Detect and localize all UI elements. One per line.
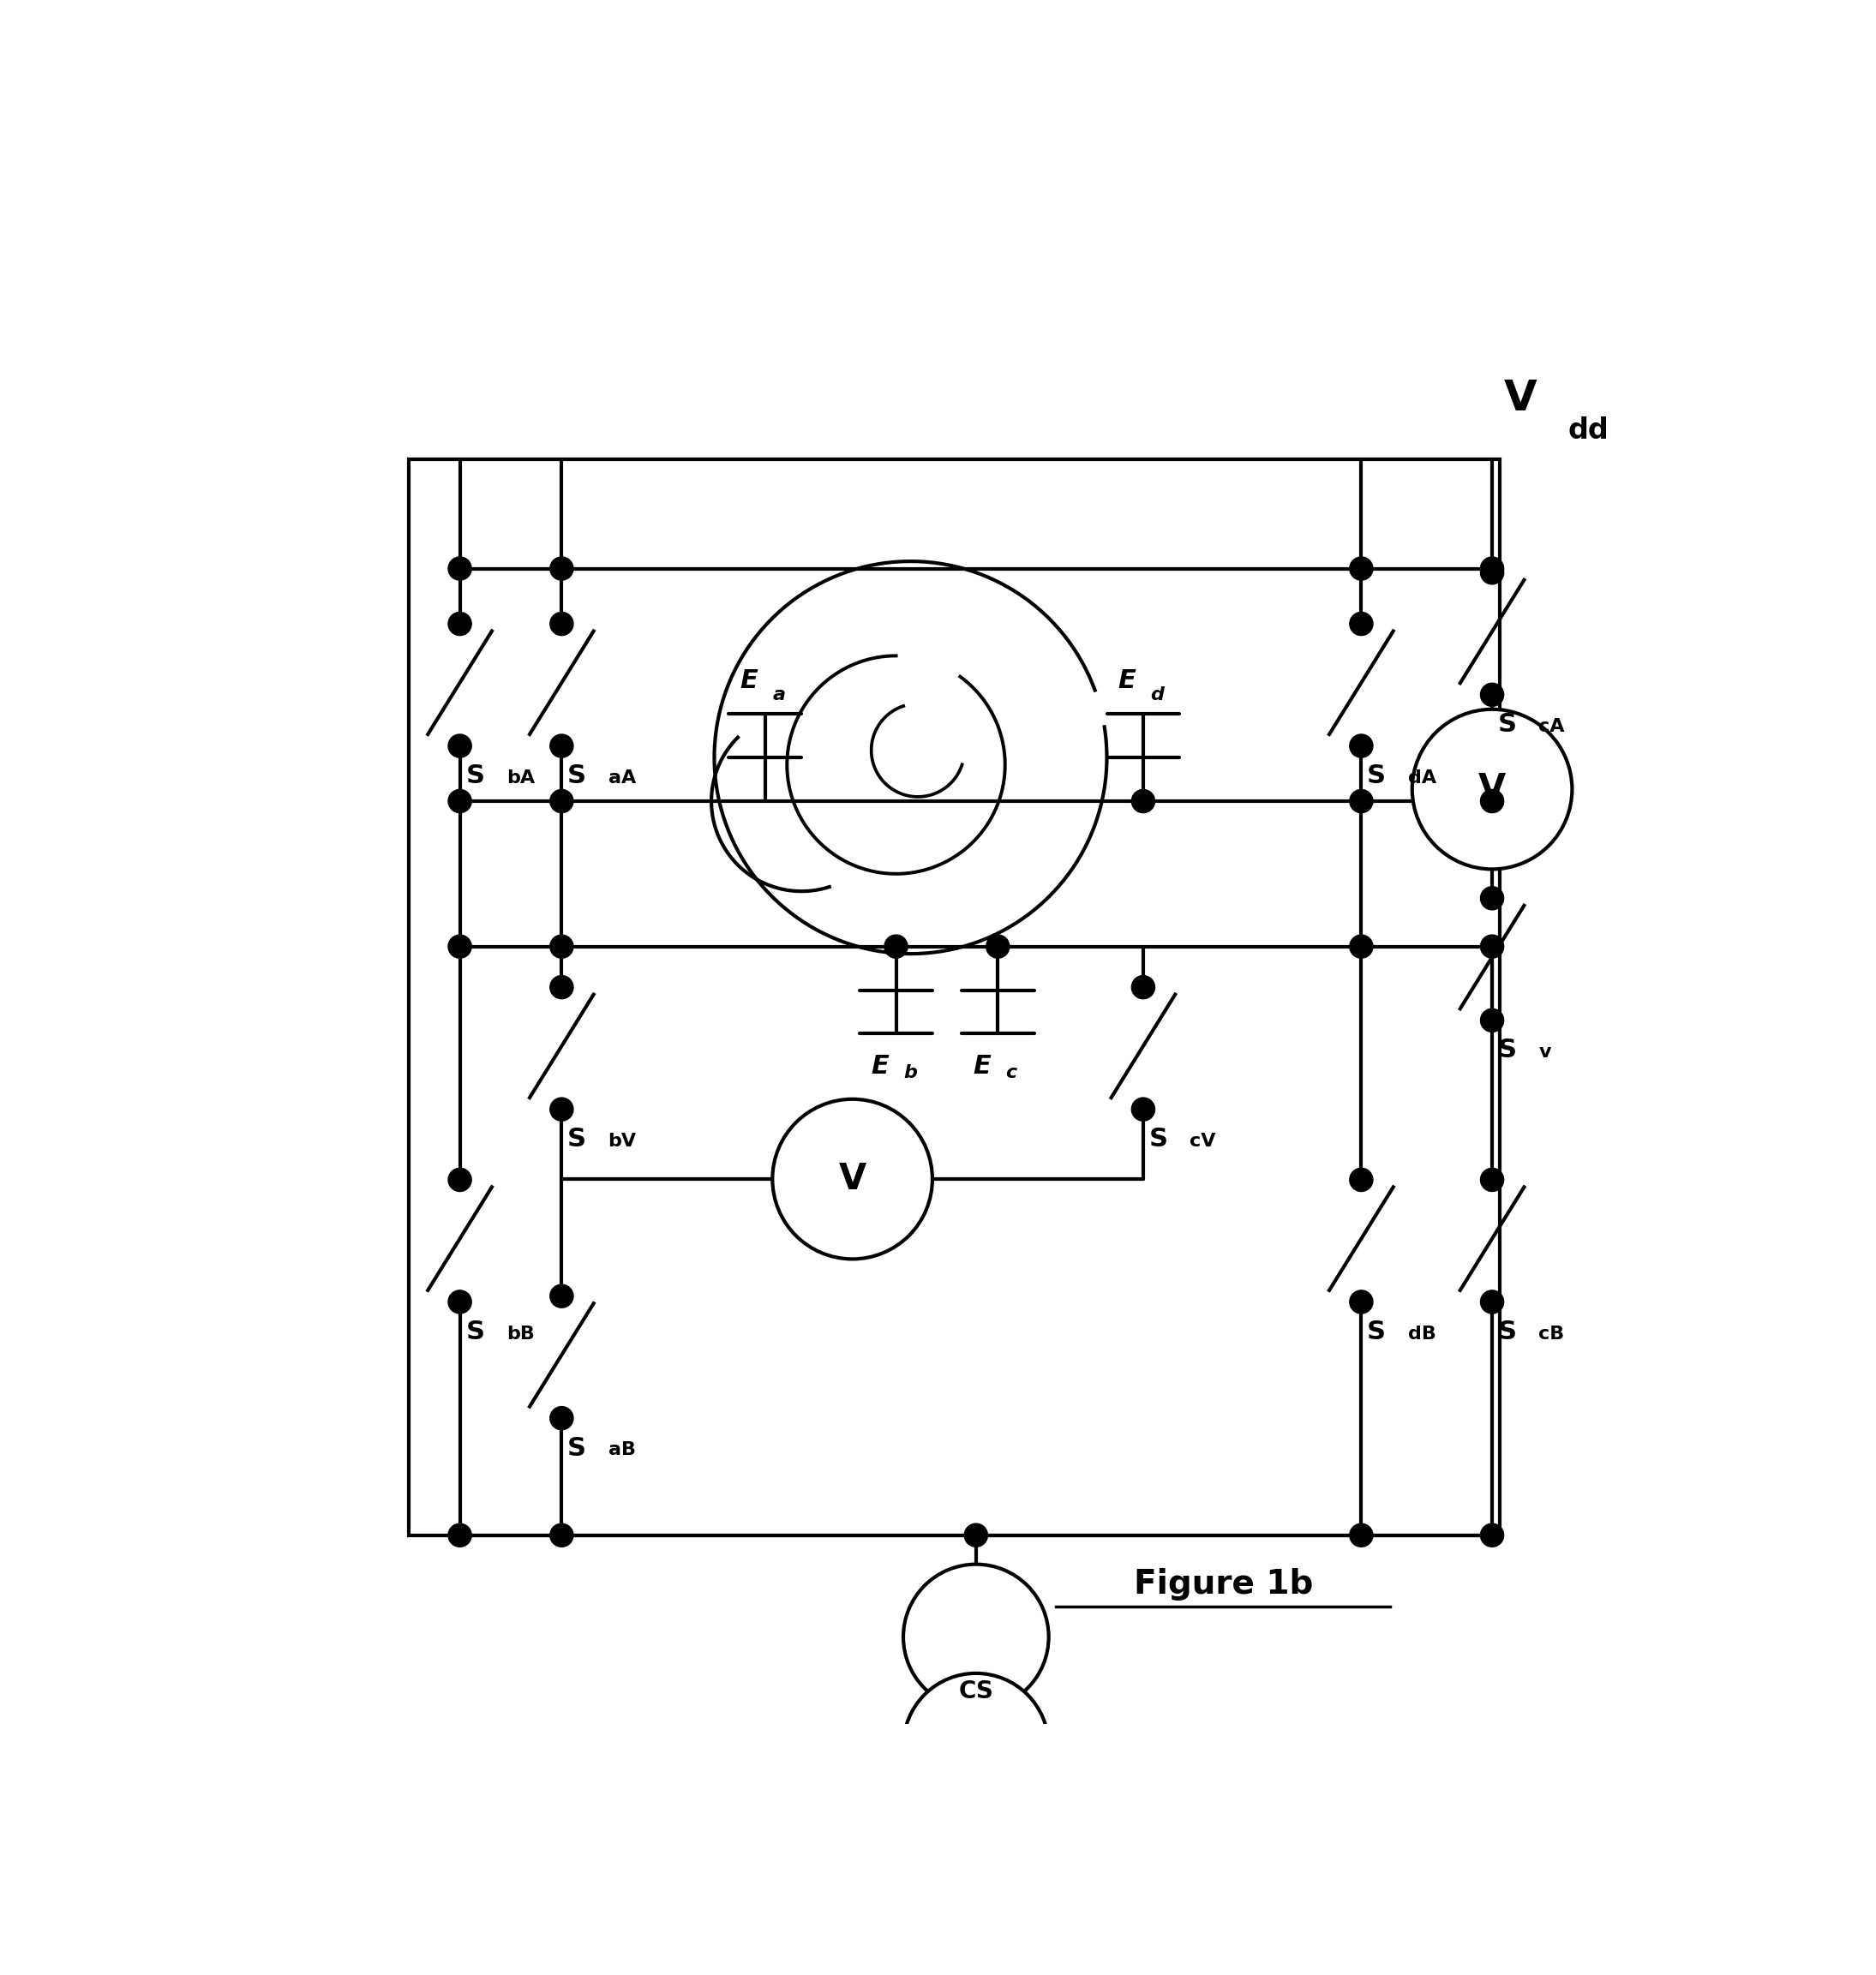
Text: cB: cB bbox=[1538, 1325, 1565, 1343]
Circle shape bbox=[1480, 1523, 1505, 1546]
Circle shape bbox=[1480, 934, 1505, 958]
Circle shape bbox=[1349, 557, 1373, 581]
Circle shape bbox=[1349, 735, 1373, 758]
Circle shape bbox=[773, 1100, 932, 1258]
Text: d: d bbox=[1150, 687, 1165, 703]
Text: S: S bbox=[1497, 713, 1518, 737]
Circle shape bbox=[550, 1406, 574, 1430]
Circle shape bbox=[550, 557, 574, 581]
Text: c: c bbox=[1006, 1065, 1017, 1082]
Text: Figure 1b: Figure 1b bbox=[1133, 1568, 1313, 1600]
Text: b: b bbox=[904, 1065, 917, 1082]
Text: S: S bbox=[465, 1319, 484, 1345]
Text: V: V bbox=[1478, 770, 1506, 808]
Circle shape bbox=[1480, 557, 1505, 581]
Text: S: S bbox=[1368, 764, 1386, 788]
Text: dd: dd bbox=[1568, 417, 1608, 444]
Circle shape bbox=[550, 790, 574, 814]
Circle shape bbox=[1131, 1098, 1156, 1122]
Text: V: V bbox=[1505, 377, 1536, 419]
Circle shape bbox=[448, 1523, 471, 1546]
Circle shape bbox=[1131, 976, 1156, 999]
Circle shape bbox=[1480, 1290, 1505, 1313]
Circle shape bbox=[550, 735, 574, 758]
Text: S: S bbox=[1497, 1037, 1518, 1063]
Circle shape bbox=[448, 1167, 471, 1191]
Text: E: E bbox=[739, 670, 758, 693]
Circle shape bbox=[448, 557, 471, 581]
Circle shape bbox=[550, 934, 574, 958]
Circle shape bbox=[1349, 1523, 1373, 1546]
Circle shape bbox=[448, 1290, 471, 1313]
Text: cV: cV bbox=[1189, 1132, 1216, 1149]
Text: E: E bbox=[870, 1055, 889, 1078]
Circle shape bbox=[1349, 934, 1373, 958]
Circle shape bbox=[1413, 709, 1572, 869]
Text: bA: bA bbox=[507, 768, 535, 786]
Circle shape bbox=[1349, 1290, 1373, 1313]
Circle shape bbox=[550, 976, 574, 999]
Circle shape bbox=[1480, 1167, 1505, 1191]
Circle shape bbox=[448, 735, 471, 758]
Text: S: S bbox=[567, 1436, 587, 1460]
Circle shape bbox=[964, 1523, 987, 1546]
Circle shape bbox=[550, 1523, 574, 1546]
Circle shape bbox=[1349, 790, 1373, 814]
Circle shape bbox=[550, 1284, 574, 1307]
Text: bB: bB bbox=[507, 1325, 535, 1343]
Text: E: E bbox=[1118, 670, 1137, 693]
Text: S: S bbox=[567, 764, 587, 788]
Text: dB: dB bbox=[1407, 1325, 1435, 1343]
Text: S: S bbox=[1368, 1319, 1386, 1345]
Text: S: S bbox=[1497, 1319, 1518, 1345]
Text: S: S bbox=[567, 1128, 587, 1151]
Text: V: V bbox=[839, 1161, 867, 1197]
Circle shape bbox=[448, 790, 471, 814]
Text: aB: aB bbox=[608, 1442, 636, 1460]
Text: CS: CS bbox=[959, 1679, 994, 1704]
Text: v: v bbox=[1538, 1043, 1551, 1061]
Text: cA: cA bbox=[1538, 719, 1565, 735]
Circle shape bbox=[904, 1564, 1049, 1710]
Text: S: S bbox=[1148, 1128, 1169, 1151]
Circle shape bbox=[1131, 790, 1156, 814]
Circle shape bbox=[1349, 1167, 1373, 1191]
Text: E: E bbox=[972, 1055, 991, 1078]
Circle shape bbox=[1480, 683, 1505, 707]
Text: S: S bbox=[465, 764, 484, 788]
Circle shape bbox=[904, 1673, 1049, 1819]
Circle shape bbox=[1480, 1009, 1505, 1033]
Circle shape bbox=[884, 934, 908, 958]
Text: aA: aA bbox=[608, 768, 636, 786]
Circle shape bbox=[550, 1098, 574, 1122]
Text: dA: dA bbox=[1407, 768, 1437, 786]
Circle shape bbox=[448, 612, 471, 636]
Text: a: a bbox=[773, 687, 786, 703]
Circle shape bbox=[1480, 887, 1505, 910]
Circle shape bbox=[1480, 561, 1505, 585]
Text: bV: bV bbox=[608, 1132, 636, 1149]
Circle shape bbox=[448, 934, 471, 958]
Circle shape bbox=[1480, 790, 1505, 814]
Circle shape bbox=[1349, 612, 1373, 636]
Circle shape bbox=[550, 612, 574, 636]
Circle shape bbox=[987, 934, 1009, 958]
